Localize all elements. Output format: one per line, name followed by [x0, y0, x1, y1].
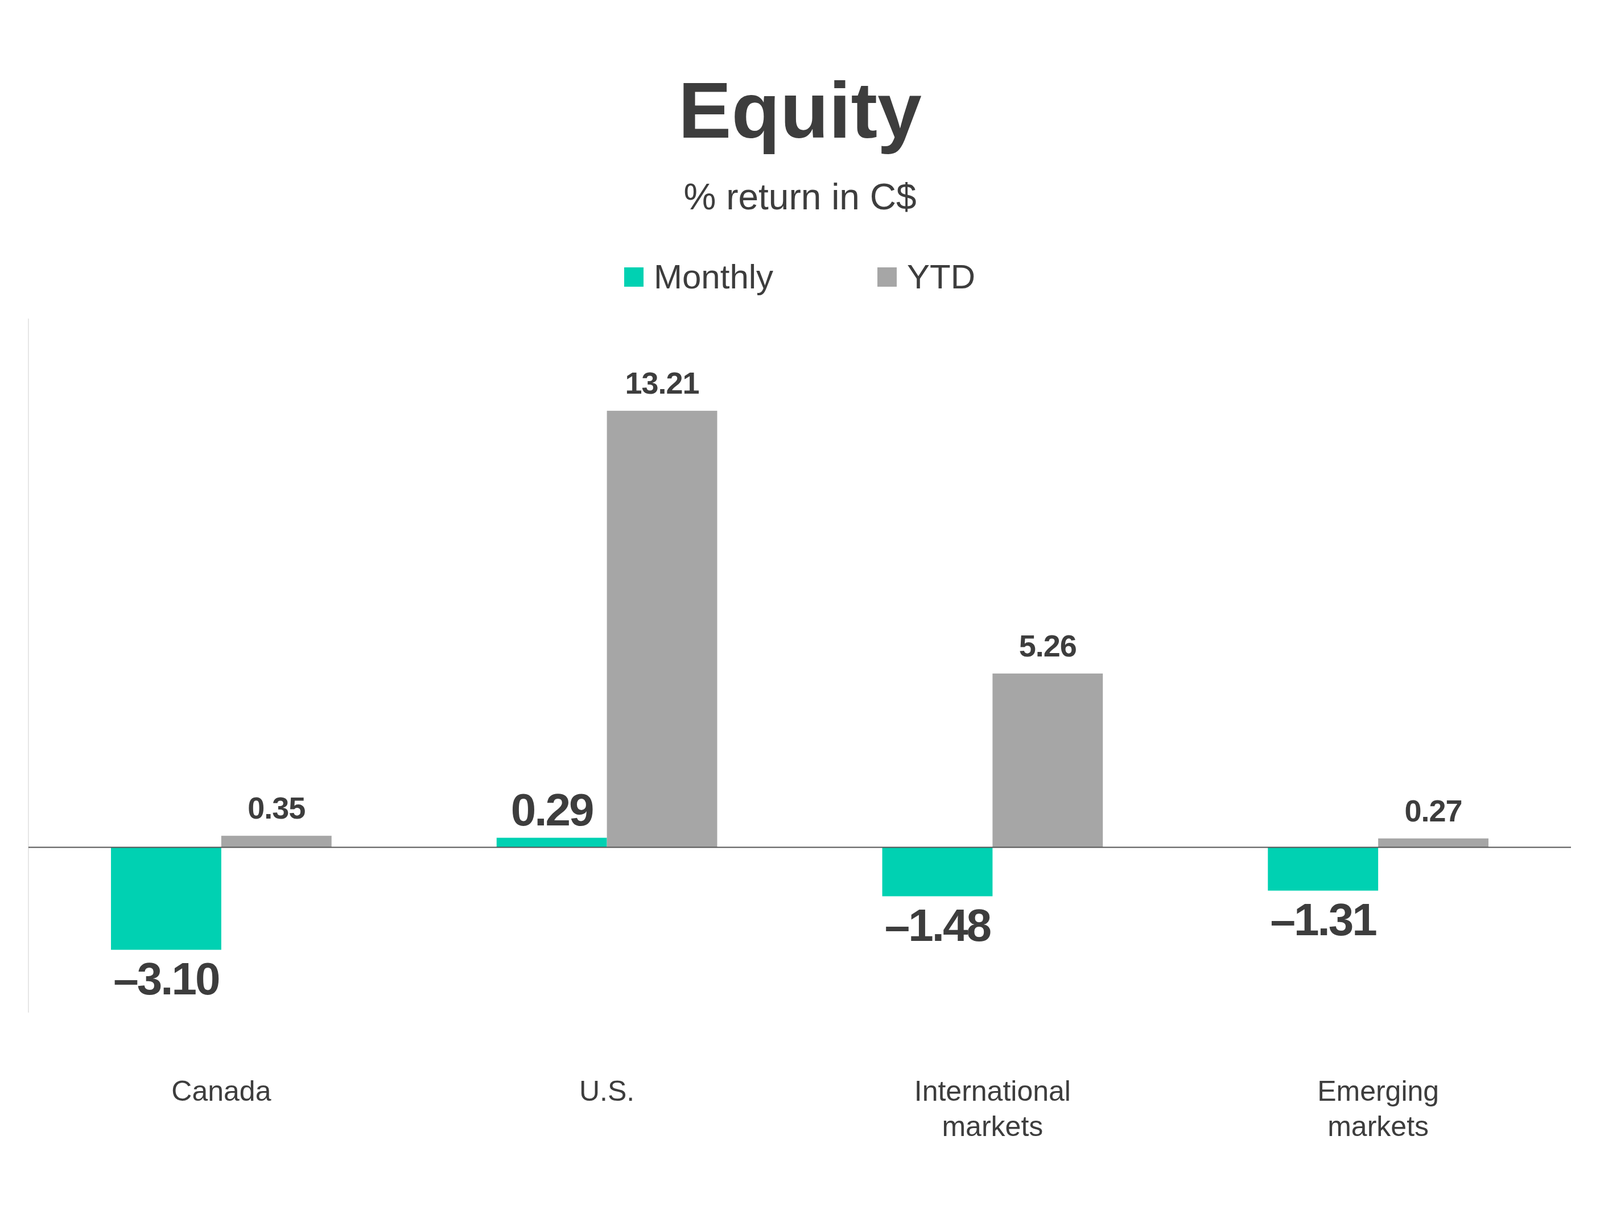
legend-swatch: [624, 267, 644, 287]
bars: [110, 410, 1489, 951]
data-label: –3.10: [113, 953, 220, 1005]
category-label-line: Canada: [171, 1075, 271, 1108]
legend-label: YTD: [906, 257, 976, 296]
category-label: U.S.: [579, 1075, 635, 1108]
data-label: –1.48: [884, 900, 992, 951]
baseline: [28, 847, 1571, 849]
category-label-line: International: [914, 1075, 1071, 1108]
bar: [882, 847, 993, 897]
title: Equity: [678, 65, 922, 155]
category-label-line: markets: [1327, 1110, 1429, 1143]
bar: [496, 838, 608, 848]
data-label: 0.27: [1404, 793, 1462, 828]
legend: Monthly YTD: [624, 257, 976, 296]
legend-swatch: [877, 267, 897, 287]
legend-label: Monthly: [653, 257, 774, 296]
bar: [1378, 838, 1489, 848]
bar: [607, 410, 718, 848]
data-label: 0.35: [247, 790, 305, 826]
bar: [221, 835, 332, 848]
category-label: Internationalmarkets: [914, 1075, 1071, 1143]
bar: [110, 847, 222, 951]
bar: [992, 673, 1103, 848]
chart-svg: Equity% return in C$MonthlyYTD–3.100.29–…: [0, 0, 1600, 1206]
bar: [1267, 847, 1379, 892]
category-label-line: Emerging: [1317, 1075, 1439, 1108]
subtitle: % return in C$: [683, 176, 917, 218]
data-label: 5.26: [1019, 628, 1077, 663]
category-label-line: markets: [941, 1110, 1043, 1143]
data-label: –1.31: [1270, 894, 1377, 946]
x-axis-labels: CanadaU.S.InternationalmarketsEmergingma…: [171, 1075, 1439, 1143]
y-axis-line: [27, 318, 30, 1013]
data-labels: –3.10 0.29 –1.48 –1.31 0.35 13.21 5.26 0.27: [113, 365, 1462, 1005]
category-label: Canada: [171, 1075, 271, 1108]
data-label: 0.29: [510, 784, 593, 836]
category-label-line: U.S.: [579, 1075, 635, 1108]
category-label: Emergingmarkets: [1317, 1075, 1439, 1143]
chart-root: Equity% return in C$MonthlyYTD–3.100.29–…: [0, 0, 1600, 1206]
data-label: 13.21: [624, 365, 699, 400]
